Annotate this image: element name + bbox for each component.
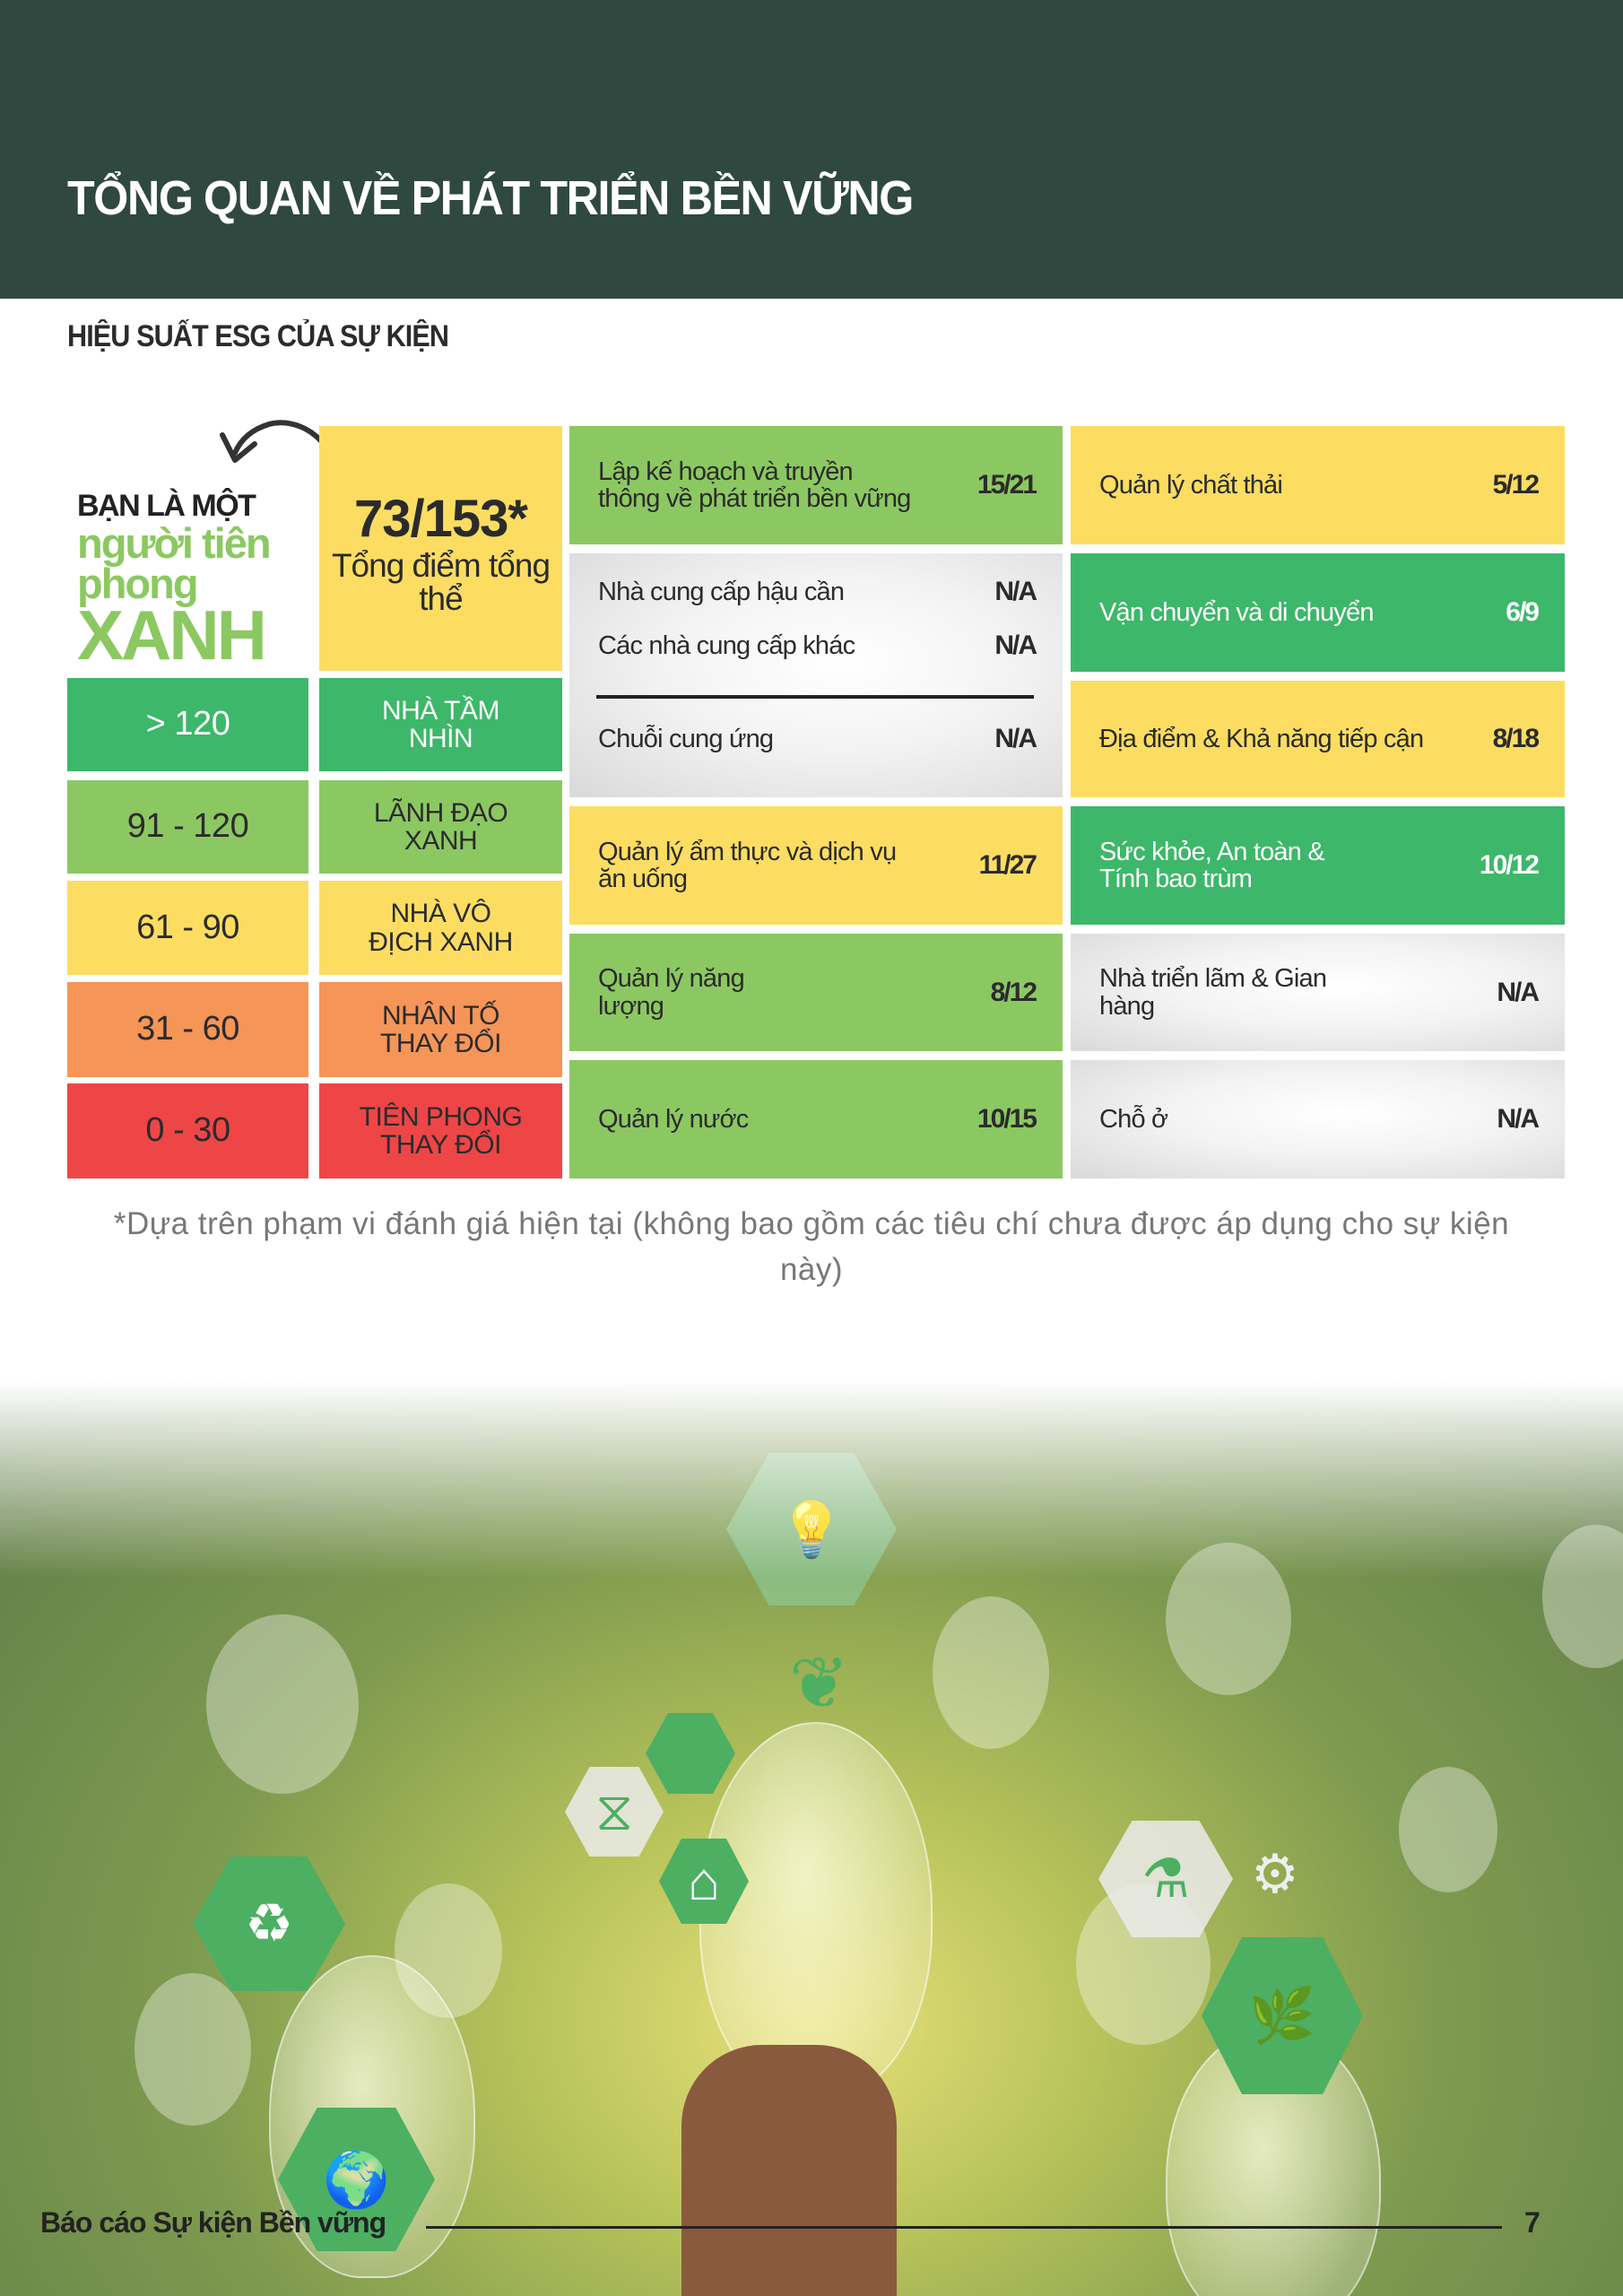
category-label: Nhà triển lãm & Gian hàng bbox=[1099, 964, 1327, 1021]
category-score: N/A bbox=[994, 577, 1037, 607]
category-score: N/A bbox=[994, 724, 1037, 754]
page-title: TỔNG QUAN VỀ PHÁT TRIỂN BỀN VỮNG bbox=[67, 171, 914, 225]
category-label: Vận chuyển và di chuyển bbox=[1099, 597, 1374, 627]
category-score: 8/12 bbox=[990, 977, 1037, 1007]
category-item: Sức khỏe, An toàn & Tính bao trùm 10/12 bbox=[1071, 806, 1565, 925]
gears-icon: ⚙ bbox=[1251, 1844, 1299, 1904]
category-label: Nhà cung cấp hậu cần bbox=[598, 577, 845, 606]
category-score: N/A bbox=[1497, 1104, 1540, 1135]
hero-image: 💡 ⧖ ⌂ ♻ 🌍 ⚗ 🌿 ⚙ ❦ bbox=[0, 1381, 1623, 2296]
header-band bbox=[0, 0, 1623, 299]
leaf-icon: ❦ bbox=[789, 1643, 850, 1723]
category-label: Quản lý nước bbox=[598, 1104, 749, 1134]
badge-line2: người tiên phong bbox=[77, 519, 272, 607]
score-range: 31 - 60 bbox=[67, 982, 308, 1077]
category-label: Chuỗi cung ứng bbox=[598, 724, 774, 753]
globe-icon: 🌍 bbox=[278, 2108, 435, 2251]
category-supply-chain: Nhà cung cấp hậu cần N/A Các nhà cung cấp… bbox=[569, 553, 1063, 797]
category-planning: Lập kế hoạch và truyền thông về phát tri… bbox=[569, 426, 1063, 544]
category-item: Quản lý chất thải 5/12 bbox=[1071, 426, 1565, 544]
category-label: Quản lý ẩm thực và dịch vụ ăn uống bbox=[598, 837, 897, 893]
recycle-icon: ♻ bbox=[193, 1857, 345, 1991]
level-label: NHÀ VÔ ĐỊCH XANH bbox=[319, 881, 562, 975]
beaker-icon: ⚗ bbox=[1098, 1821, 1233, 1937]
category-label: Địa điểm & Khả năng tiếp cận bbox=[1099, 724, 1424, 753]
category-item: Nhà triển lãm & Gian hàng N/A bbox=[1071, 934, 1565, 1051]
section-title: HIỆU SUẤT ESG CỦA SỰ KIỆN bbox=[67, 319, 449, 353]
category-score: N/A bbox=[1497, 977, 1540, 1007]
footnote: *Dựa trên phạm vi đánh giá hiện tại (khô… bbox=[113, 1206, 1510, 1287]
category-score: 8/18 bbox=[1492, 724, 1540, 754]
rating-badge: BẠN LÀ MỘT người tiên phong XANH bbox=[77, 489, 310, 675]
score-range: 61 - 90 bbox=[67, 881, 308, 975]
level-label: NHÂN TỐ THAY ĐỔI bbox=[319, 982, 562, 1077]
category-item: Địa điểm & Khả năng tiếp cận 8/18 bbox=[1071, 681, 1565, 797]
category-food: Quản lý ẩm thực và dịch vụ ăn uống 11/27 bbox=[569, 806, 1063, 925]
category-label: Quản lý chất thải bbox=[1099, 470, 1283, 500]
category-water: Quản lý nước 10/15 bbox=[569, 1060, 1063, 1178]
total-score-label: Tổng điểm tổng thể bbox=[331, 547, 551, 617]
category-score: N/A bbox=[994, 631, 1037, 661]
category-score: 6/9 bbox=[1506, 597, 1540, 628]
badge-line3: XANH bbox=[77, 596, 267, 675]
category-label: Quản lý năng lượng bbox=[598, 964, 745, 1021]
category-item: Vận chuyển và di chuyển 6/9 bbox=[1071, 553, 1565, 672]
total-score: 73/153* bbox=[354, 490, 528, 548]
category-item: Chỗ ở N/A bbox=[1071, 1060, 1565, 1178]
category-score: 10/12 bbox=[1479, 850, 1540, 881]
hand bbox=[681, 2045, 897, 2296]
hexagon-shape bbox=[646, 1713, 735, 1794]
category-label: Chỗ ở bbox=[1099, 1104, 1168, 1134]
light-bulb bbox=[699, 1722, 933, 2099]
badge-line1: BẠN LÀ MỘT bbox=[77, 489, 256, 523]
category-score: 11/27 bbox=[978, 850, 1037, 881]
score-range: > 120 bbox=[67, 678, 308, 771]
category-label: Lập kế hoạch và truyền thông về phát tri… bbox=[598, 457, 911, 513]
total-score-box: 73/153* Tổng điểm tổng thể bbox=[319, 426, 562, 671]
dna-icon: ⧖ bbox=[565, 1767, 664, 1857]
category-score: 5/12 bbox=[1492, 470, 1540, 500]
level-label: NHÀ TẦM NHÌN bbox=[319, 678, 562, 771]
footer-divider bbox=[426, 2226, 1502, 2229]
footer-title: Báo cáo Sự kiện Bền vững bbox=[40, 2206, 386, 2239]
category-label: Các nhà cung cấp khác bbox=[598, 631, 855, 660]
page-number: 7 bbox=[1524, 2206, 1541, 2239]
score-range: 0 - 30 bbox=[67, 1083, 308, 1178]
category-label: Sức khỏe, An toàn & Tính bao trùm bbox=[1099, 837, 1325, 893]
category-energy: Quản lý năng lượng 8/12 bbox=[569, 934, 1063, 1051]
divider bbox=[596, 695, 1034, 699]
plant-beaker-icon: 🌿 bbox=[1202, 1937, 1363, 2094]
level-label: LÃNH ĐẠO XANH bbox=[319, 780, 562, 874]
score-range: 91 - 120 bbox=[67, 780, 308, 874]
category-score: 10/15 bbox=[976, 1104, 1037, 1135]
level-label: TIÊN PHONG THAY ĐỔI bbox=[319, 1083, 562, 1178]
category-score: 15/21 bbox=[976, 470, 1037, 500]
